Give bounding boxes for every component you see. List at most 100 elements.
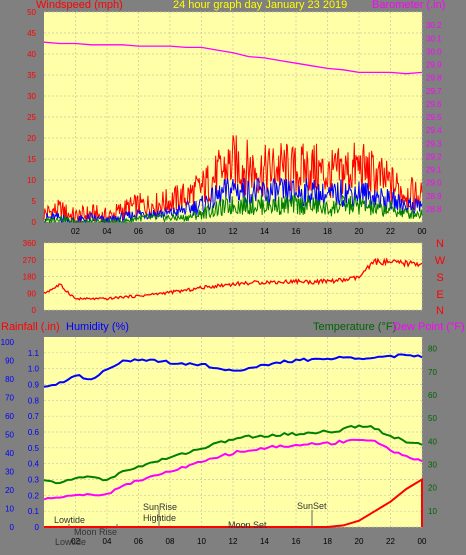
rain-tick-0: 0 (35, 523, 40, 532)
wind-panel-ticks: 0 5 10 15 20 25 30 35 40 45 50 28.8 28.9 29.0 29.1 29.2… (27, 8, 442, 236)
temp-hour-tick-6: 14 (260, 537, 269, 546)
temperature-tick-2: 30 (428, 460, 437, 469)
compass-label-n-top: N (436, 238, 444, 250)
temp-series-2 (43, 438, 423, 501)
event-sunrise: SunRise (143, 502, 177, 512)
temperature-tick-1: 20 (428, 484, 437, 493)
wind-panel-marks (43, 41, 423, 224)
barometer-tick-1: 28.9 (426, 192, 442, 201)
temperature-tick-3: 40 (428, 437, 437, 446)
temp-hour-tick-4: 10 (197, 537, 206, 546)
compass-label-s: S (436, 272, 443, 284)
rain-tick-2: 0.2 (28, 491, 40, 500)
temp-hour-tick-11: 00 (418, 537, 427, 546)
barometer-tick-4: 29.2 (426, 152, 442, 161)
windspeed-tick-6: 30 (27, 92, 36, 101)
windspeed-tick-10: 50 (27, 8, 36, 17)
humidity-tick-6: 60 (5, 412, 14, 421)
temp-panel-ticks: 0 0.1 0.2 0.3 0.4 0.5 0.6 0.7 0.8 0.9 1.0 1.1 0 10 20 3… (1, 338, 438, 546)
wind-hour-tick-8: 18 (323, 227, 332, 236)
wind-direction-series (43, 257, 423, 301)
humidity-tick-10: 100 (1, 338, 15, 347)
barometer-tick-10: 29.8 (426, 74, 442, 83)
dewpoint-title: Dew Point (°F) (393, 321, 465, 333)
barometer-tick-9: 29.7 (426, 87, 442, 96)
rain-tick-7: 0.7 (28, 412, 40, 421)
windspeed-tick-0: 0 (32, 218, 37, 227)
temperature-tick-5: 60 (428, 391, 437, 400)
rain-tick-10: 1.0 (28, 365, 40, 374)
temp-hour-tick-3: 08 (166, 537, 175, 546)
windspeed-tick-2: 10 (27, 176, 36, 185)
temperature-title: Temperature (°F) (313, 321, 396, 333)
temperature-tick-7: 80 (428, 345, 437, 354)
event-moon-rise: Moon Rise (74, 527, 117, 537)
event-lowtide-1: Lowtide (54, 515, 85, 525)
humidity-tick-1: 10 (5, 505, 14, 514)
rain-tick-1: 0.1 (28, 507, 40, 516)
direction-tick-0: 0 (32, 306, 37, 315)
barometer-tick-13: 30.1 (426, 34, 442, 43)
astro-event-markers: Lowtide Moon Rise SunRise Hightide Moon … (54, 501, 327, 547)
barometer-tick-2: 29.0 (426, 179, 442, 188)
windspeed-tick-7: 35 (27, 71, 36, 80)
wind-hour-tick-7: 16 (292, 227, 301, 236)
direction-tick-4: 360 (23, 239, 37, 248)
barometer-tick-6: 29.4 (426, 126, 442, 135)
rain-tick-3: 0.3 (28, 476, 40, 485)
temp-hour-tick-0: 02 (71, 537, 80, 546)
temp-hour-tick-2: 06 (134, 537, 143, 546)
wind-hour-tick-4: 10 (197, 227, 206, 236)
wind-hour-tick-1: 04 (103, 227, 112, 236)
windspeed-tick-9: 45 (27, 29, 36, 38)
graph-date-title: 24 hour graph day January 23 2019 (173, 0, 347, 11)
barometer-tick-8: 29.6 (426, 100, 442, 109)
temp-hour-tick-5: 12 (229, 537, 238, 546)
windspeed-tick-5: 25 (27, 113, 36, 122)
wind-hour-tick-3: 08 (166, 227, 175, 236)
temp-hour-tick-10: 22 (386, 537, 395, 546)
barometer-title: Barometer (.in) (372, 0, 445, 11)
barometer-tick-11: 29.9 (426, 61, 442, 70)
direction-tick-2: 180 (23, 273, 37, 282)
event-lowtide-2: Lowtide (55, 537, 86, 547)
wind-hour-tick-11: 00 (418, 227, 427, 236)
temp-series-3 (44, 477, 423, 528)
barometer-tick-5: 29.3 (426, 139, 442, 148)
wind-hour-tick-2: 06 (134, 227, 143, 236)
temp-hour-tick-9: 20 (355, 537, 364, 546)
wind-hour-tick-0: 02 (71, 227, 80, 236)
wind-hour-tick-9: 20 (355, 227, 364, 236)
wind-series-2 (44, 193, 423, 224)
compass-label-w: W (435, 255, 446, 267)
barometer-tick-14: 30.2 (426, 21, 442, 30)
rain-tick-6: 0.6 (28, 428, 40, 437)
wind-hour-tick-5: 12 (229, 227, 238, 236)
compass-label-n-bottom: N (436, 305, 444, 317)
humidity-tick-2: 20 (5, 486, 14, 495)
temperature-tick-6: 70 (428, 368, 437, 377)
rainfall-title: Rainfall (.in) (1, 321, 60, 333)
temperature-tick-4: 50 (428, 414, 437, 423)
temp-series-1 (43, 424, 423, 485)
compass-label-e: E (436, 289, 443, 301)
rain-tick-11: 1.1 (28, 349, 40, 358)
humidity-tick-5: 50 (5, 431, 14, 440)
temp-hour-tick-7: 16 (292, 537, 301, 546)
wind-panel-grid (44, 11, 423, 223)
windspeed-tick-1: 5 (32, 197, 37, 206)
barometer-tick-3: 29.1 (426, 166, 442, 175)
humidity-tick-3: 30 (5, 468, 14, 477)
temp-series-0 (43, 353, 423, 388)
rain-tick-9: 0.9 (28, 381, 40, 390)
rain-tick-5: 0.5 (28, 444, 40, 453)
barometer-tick-0: 28.8 (426, 205, 442, 214)
direction-panel-marks (43, 257, 423, 301)
windspeed-title: Windspeed (mph) (36, 0, 123, 11)
direction-panel-grid (44, 242, 423, 311)
humidity-tick-4: 40 (5, 449, 14, 458)
humidity-title: Humidity (%) (66, 321, 129, 333)
event-sunset: SunSet (297, 501, 327, 511)
humidity-tick-0: 0 (10, 523, 15, 532)
